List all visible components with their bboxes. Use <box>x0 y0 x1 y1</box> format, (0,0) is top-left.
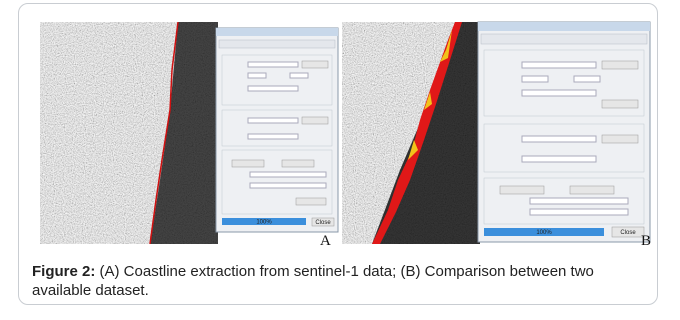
progress-label: 100% <box>256 220 272 226</box>
sar-image-a <box>40 22 218 244</box>
dialog-b: 100% Close <box>477 21 651 243</box>
panel-label: B <box>641 233 651 249</box>
sar-image-b <box>342 22 480 244</box>
panel-label: A <box>320 233 331 249</box>
caption-label: Figure 2: <box>32 263 96 280</box>
close-button[interactable] <box>311 217 335 227</box>
close-button[interactable] <box>611 226 645 238</box>
figure-frame <box>18 3 658 305</box>
caption-text: (A) Coastline extraction from sentinel-1… <box>32 263 594 299</box>
figure-image: 100% Close A 100% Close B <box>40 21 651 249</box>
close-label: Close <box>620 230 636 236</box>
close-label: Close <box>315 220 331 226</box>
caption: Figure 2: (A) Coastline extraction from … <box>32 262 652 300</box>
progress-label: 100% <box>536 230 552 236</box>
dialog-a: 100% Close <box>215 27 339 233</box>
